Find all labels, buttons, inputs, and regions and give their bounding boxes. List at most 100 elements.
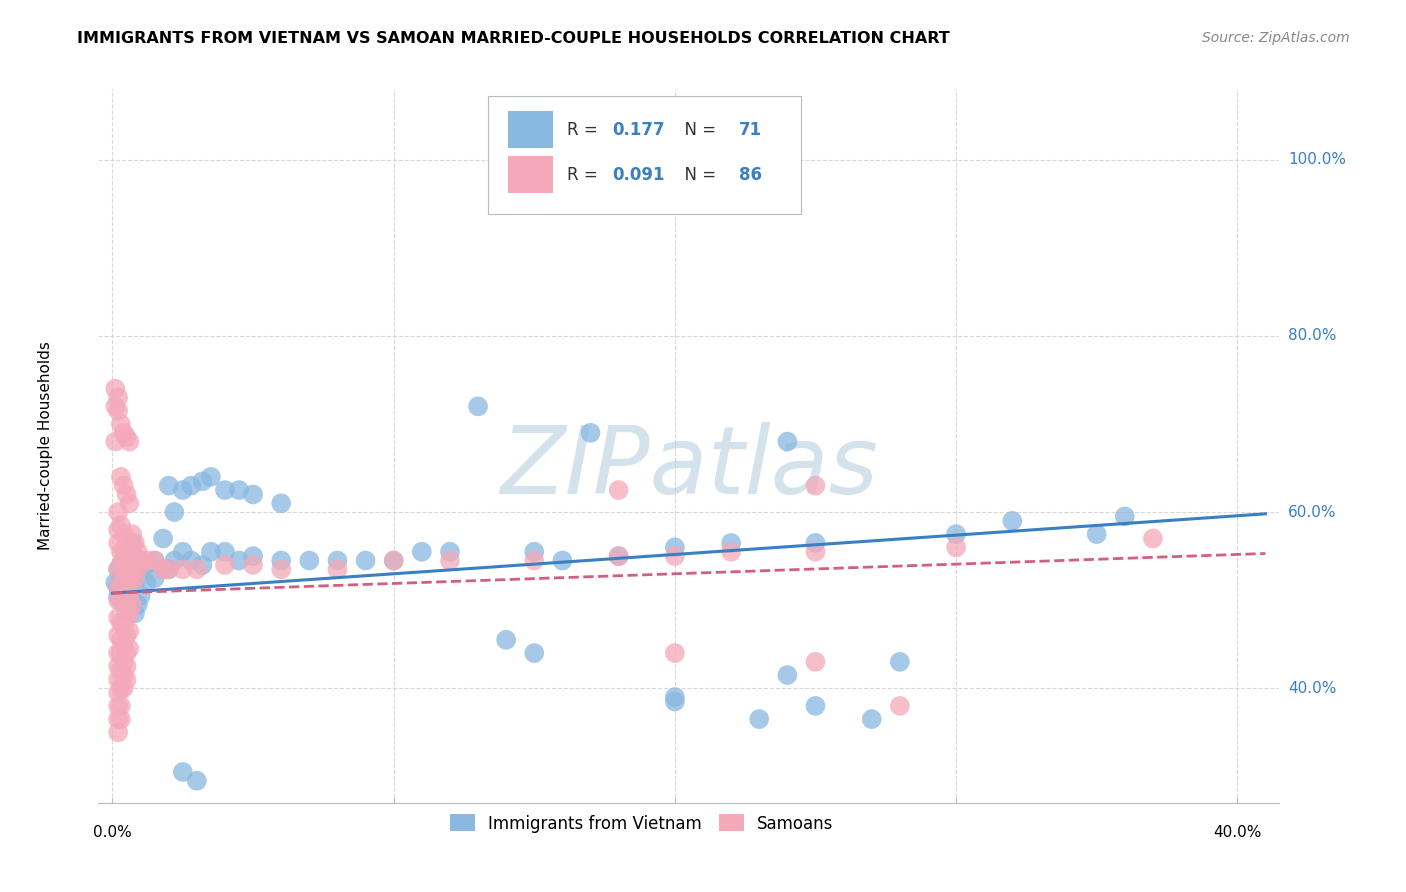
Point bbox=[523, 553, 546, 567]
Point bbox=[152, 562, 174, 576]
Point bbox=[228, 483, 250, 497]
Text: 0.0%: 0.0% bbox=[93, 825, 132, 840]
Point bbox=[1001, 514, 1024, 528]
Point bbox=[107, 646, 129, 660]
Text: 71: 71 bbox=[738, 121, 762, 139]
Point bbox=[124, 575, 146, 590]
Point bbox=[121, 527, 143, 541]
Point bbox=[129, 553, 152, 567]
Point bbox=[107, 725, 129, 739]
Point bbox=[172, 483, 194, 497]
Point bbox=[104, 434, 127, 449]
Point bbox=[110, 615, 132, 630]
Point bbox=[157, 478, 180, 492]
Point bbox=[110, 545, 132, 559]
Point bbox=[523, 545, 546, 559]
Point bbox=[664, 646, 686, 660]
Point bbox=[110, 681, 132, 696]
Point bbox=[889, 655, 911, 669]
Point bbox=[579, 425, 602, 440]
Text: 0.177: 0.177 bbox=[612, 121, 665, 139]
Point bbox=[118, 496, 141, 510]
Point bbox=[551, 553, 574, 567]
Point bbox=[110, 417, 132, 431]
Point bbox=[107, 686, 129, 700]
Point bbox=[115, 536, 138, 550]
Text: Married-couple Households: Married-couple Households bbox=[38, 342, 53, 550]
FancyBboxPatch shape bbox=[488, 96, 801, 214]
Point bbox=[115, 659, 138, 673]
Point bbox=[180, 478, 202, 492]
Text: R =: R = bbox=[567, 166, 603, 184]
Point bbox=[382, 553, 405, 567]
Point bbox=[804, 478, 827, 492]
Point bbox=[439, 553, 461, 567]
Point bbox=[1142, 532, 1164, 546]
Point bbox=[270, 553, 292, 567]
Point bbox=[110, 646, 132, 660]
Point bbox=[110, 470, 132, 484]
Point bbox=[242, 558, 264, 572]
Point bbox=[107, 505, 129, 519]
Point bbox=[118, 589, 141, 603]
Point bbox=[110, 558, 132, 572]
Point bbox=[118, 641, 141, 656]
Point bbox=[523, 646, 546, 660]
Point bbox=[127, 562, 149, 576]
Point bbox=[270, 562, 292, 576]
Point bbox=[115, 430, 138, 444]
Point bbox=[495, 632, 517, 647]
Point bbox=[112, 549, 135, 563]
Point bbox=[110, 558, 132, 572]
Point bbox=[124, 607, 146, 621]
Point bbox=[121, 593, 143, 607]
Point bbox=[121, 598, 143, 612]
Text: 86: 86 bbox=[738, 166, 762, 184]
Point bbox=[118, 571, 141, 585]
Point bbox=[107, 659, 129, 673]
Point bbox=[115, 553, 138, 567]
Point bbox=[135, 558, 157, 572]
Point bbox=[121, 545, 143, 559]
Point bbox=[104, 575, 127, 590]
Point bbox=[1085, 527, 1108, 541]
Point bbox=[200, 545, 222, 559]
Point bbox=[110, 632, 132, 647]
Point bbox=[214, 545, 236, 559]
Point bbox=[467, 400, 489, 414]
Point bbox=[664, 694, 686, 708]
Point bbox=[118, 541, 141, 555]
Point bbox=[172, 545, 194, 559]
Point bbox=[143, 571, 166, 585]
Point bbox=[115, 566, 138, 581]
Point bbox=[186, 562, 208, 576]
Point bbox=[112, 527, 135, 541]
Point bbox=[112, 681, 135, 696]
Point bbox=[242, 487, 264, 501]
FancyBboxPatch shape bbox=[508, 156, 553, 194]
Point bbox=[107, 611, 129, 625]
Point bbox=[191, 558, 214, 572]
Point bbox=[107, 712, 129, 726]
Point bbox=[107, 523, 129, 537]
Point bbox=[110, 712, 132, 726]
Point bbox=[112, 580, 135, 594]
Point bbox=[121, 571, 143, 585]
Point bbox=[121, 562, 143, 576]
Point bbox=[110, 664, 132, 678]
Point bbox=[172, 562, 194, 576]
Point bbox=[107, 403, 129, 417]
Point bbox=[121, 580, 143, 594]
Legend: Immigrants from Vietnam, Samoans: Immigrants from Vietnam, Samoans bbox=[441, 806, 842, 841]
Point bbox=[200, 470, 222, 484]
Point bbox=[129, 589, 152, 603]
Point bbox=[112, 425, 135, 440]
Point bbox=[118, 558, 141, 572]
Point bbox=[112, 668, 135, 682]
Point bbox=[152, 532, 174, 546]
Point bbox=[242, 549, 264, 563]
Point bbox=[354, 553, 377, 567]
Point bbox=[115, 602, 138, 616]
Point bbox=[143, 553, 166, 567]
Point bbox=[439, 545, 461, 559]
